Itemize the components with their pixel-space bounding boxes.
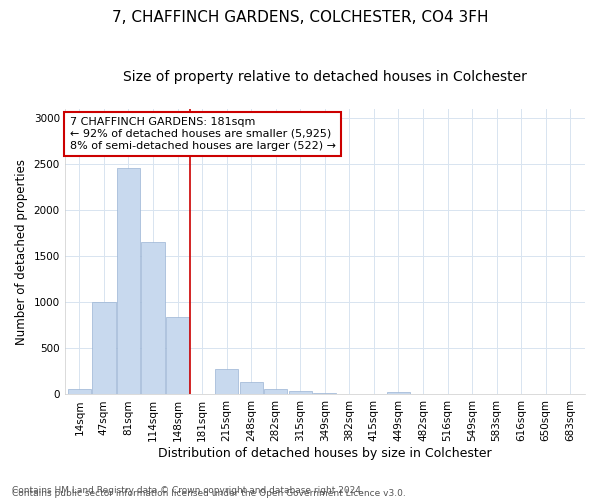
Bar xyxy=(239,382,263,394)
Text: Contains HM Land Registry data © Crown copyright and database right 2024.: Contains HM Land Registry data © Crown c… xyxy=(12,486,364,495)
Bar xyxy=(166,317,189,394)
Bar xyxy=(142,242,164,394)
Bar xyxy=(68,390,91,394)
Bar xyxy=(289,391,312,394)
Bar xyxy=(117,168,140,394)
Bar xyxy=(92,302,116,394)
Y-axis label: Number of detached properties: Number of detached properties xyxy=(15,158,28,344)
Bar xyxy=(264,390,287,394)
Text: 7, CHAFFINCH GARDENS, COLCHESTER, CO4 3FH: 7, CHAFFINCH GARDENS, COLCHESTER, CO4 3F… xyxy=(112,10,488,25)
Bar xyxy=(313,392,337,394)
X-axis label: Distribution of detached houses by size in Colchester: Distribution of detached houses by size … xyxy=(158,447,491,460)
Bar xyxy=(387,392,410,394)
Text: Contains public sector information licensed under the Open Government Licence v3: Contains public sector information licen… xyxy=(12,490,406,498)
Bar xyxy=(215,368,238,394)
Title: Size of property relative to detached houses in Colchester: Size of property relative to detached ho… xyxy=(123,70,527,84)
Text: 7 CHAFFINCH GARDENS: 181sqm
← 92% of detached houses are smaller (5,925)
8% of s: 7 CHAFFINCH GARDENS: 181sqm ← 92% of det… xyxy=(70,118,336,150)
